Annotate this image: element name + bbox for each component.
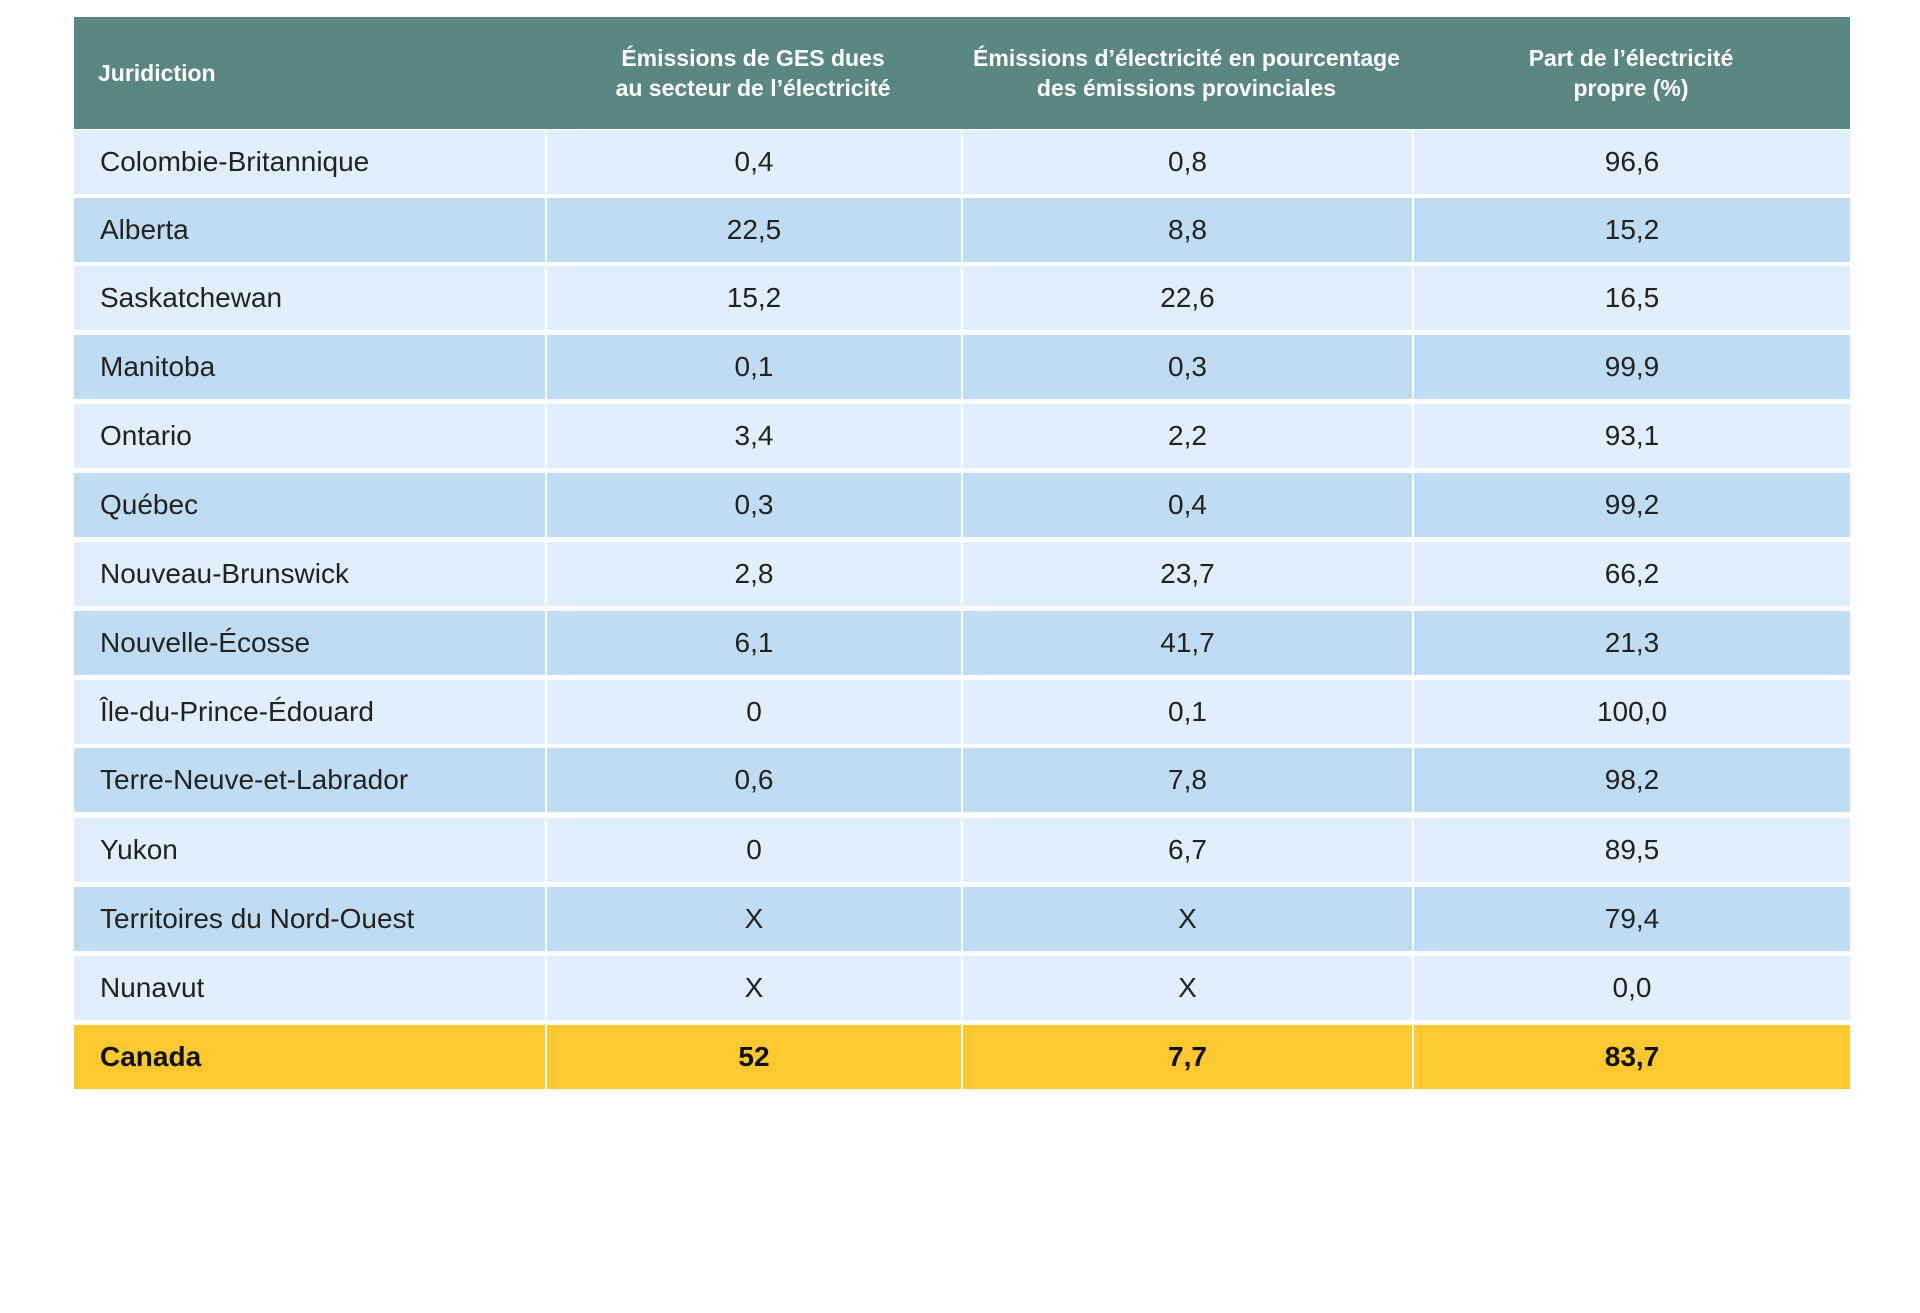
jurisdiction-cell: Québec [100,489,199,520]
pct-emissions-cell: 0,3 [961,335,1412,399]
clean-share-cell: 99,9 [1412,335,1850,399]
ges-cell: X [545,887,961,951]
clean-share-cell: 66,2 [1412,542,1850,606]
column-header-line: au secteur de l’électricité [615,75,891,101]
ges-cell: 0 [545,818,961,882]
pct-emissions-cell: 0,4 [961,473,1412,537]
pct-emissions-cell: 0,1 [961,680,1412,744]
ges-cell: 0 [545,680,961,744]
pct-emissions-cell: X [961,887,1412,951]
table-row: Terre-Neuve-et-Labrador 0,6 7,8 98,2 [74,748,1850,812]
table-row: Île-du-Prince-Édouard 0 0,1 100,0 [74,680,1850,744]
jurisdiction-cell: Canada [100,1041,202,1072]
jurisdiction-cell: Ontario [100,420,192,451]
clean-share-cell: 0,0 [1412,956,1850,1020]
clean-share-cell: 79,4 [1412,887,1850,951]
ges-cell: 0,4 [545,130,961,194]
table-row: Nouvelle-Écosse 6,1 41,7 21,3 [74,611,1850,675]
total-row: Canada 52 7,7 83,7 [74,1025,1850,1089]
column-header-clean-electricity-share: Part de l’électricité propre (%) [1412,17,1850,129]
clean-share-cell: 93,1 [1412,404,1850,468]
jurisdiction-cell: Alberta [100,214,189,245]
ges-cell: 0,1 [545,335,961,399]
ges-cell: 0,6 [545,748,961,812]
clean-share-cell: 99,2 [1412,473,1850,537]
pct-emissions-cell: 23,7 [961,542,1412,606]
clean-share-cell: 98,2 [1412,748,1850,812]
table-row: Yukon 0 6,7 89,5 [74,818,1850,882]
ges-cell: 3,4 [545,404,961,468]
column-header-emissions-percentage: Émissions d’électricité en pourcentage d… [961,17,1412,129]
table-row: Territoires du Nord-Ouest X X 79,4 [74,887,1850,951]
column-header-line: propre (%) [1573,75,1689,101]
table-row: Alberta 22,5 8,8 15,2 [74,198,1850,262]
ges-cell: 2,8 [545,542,961,606]
table-row: Nunavut X X 0,0 [74,956,1850,1020]
pct-emissions-cell: 7,7 [961,1025,1412,1089]
jurisdiction-cell: Territoires du Nord-Ouest [100,903,415,934]
jurisdiction-cell: Nouveau-Brunswick [100,558,349,589]
table-row: Nouveau-Brunswick 2,8 23,7 66,2 [74,542,1850,606]
table-row: Manitoba 0,1 0,3 99,9 [74,335,1850,399]
clean-share-cell: 100,0 [1412,680,1850,744]
pct-emissions-cell: 2,2 [961,404,1412,468]
column-header-line: Émissions d’électricité en pourcentage [973,45,1400,71]
ges-cell: 15,2 [545,266,961,330]
pct-emissions-cell: X [961,956,1412,1020]
column-header-line: des émissions provinciales [1036,75,1337,101]
ges-cell: X [545,956,961,1020]
ges-cell: 0,3 [545,473,961,537]
clean-share-cell: 15,2 [1412,198,1850,262]
jurisdiction-cell: Saskatchewan [100,282,283,313]
jurisdiction-cell: Nouvelle-Écosse [100,627,311,658]
clean-share-cell: 89,5 [1412,818,1850,882]
column-header-line: Part de l’électricité [1528,45,1734,71]
table-row: Colombie-Britannique 0,4 0,8 96,6 [74,130,1850,194]
pct-emissions-cell: 22,6 [961,266,1412,330]
jurisdiction-cell: Terre-Neuve-et-Labrador [100,764,409,795]
jurisdiction-cell: Manitoba [100,351,216,382]
ges-cell: 52 [545,1025,961,1089]
pct-emissions-cell: 7,8 [961,748,1412,812]
table-row: Québec 0,3 0,4 99,2 [74,473,1850,537]
jurisdiction-cell: Nunavut [100,972,205,1003]
clean-share-cell: 83,7 [1412,1025,1850,1089]
pct-emissions-cell: 6,7 [961,818,1412,882]
clean-share-cell: 21,3 [1412,611,1850,675]
column-header-jurisdiction: Juridiction [74,17,545,129]
pct-emissions-cell: 0,8 [961,130,1412,194]
column-header-label: Juridiction [98,60,216,86]
jurisdiction-cell: Colombie-Britannique [100,146,370,177]
clean-share-cell: 16,5 [1412,266,1850,330]
pct-emissions-cell: 8,8 [961,198,1412,262]
column-header-line: Émissions de GES dues [621,45,885,71]
electricity-emissions-table: Juridiction Émissions de GES dues au sec… [74,17,1850,1089]
ges-cell: 6,1 [545,611,961,675]
table-row: Ontario 3,4 2,2 93,1 [74,404,1850,468]
ges-cell: 22,5 [545,198,961,262]
column-header-ghg-emissions: Émissions de GES dues au secteur de l’él… [545,17,961,129]
clean-share-cell: 96,6 [1412,130,1850,194]
jurisdiction-cell: Île-du-Prince-Édouard [100,696,374,727]
pct-emissions-cell: 41,7 [961,611,1412,675]
table-row: Saskatchewan 15,2 22,6 16,5 [74,266,1850,330]
table-header: Juridiction Émissions de GES dues au sec… [74,17,1850,129]
jurisdiction-cell: Yukon [100,834,178,865]
